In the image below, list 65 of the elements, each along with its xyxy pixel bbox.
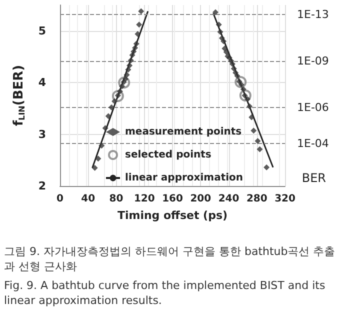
point: [246, 103, 253, 110]
point: [126, 62, 133, 69]
point: [92, 164, 98, 171]
x-tick-label: 160: [162, 194, 183, 204]
y-tick-label: 5: [38, 24, 46, 38]
legend-label: linear approximation: [125, 172, 244, 184]
point: [264, 164, 270, 170]
point: [220, 38, 227, 44]
point: [229, 60, 236, 67]
point: [132, 44, 138, 51]
ref-line-label: 1E-06: [297, 100, 329, 114]
y-tick-label: 4: [38, 76, 46, 90]
y-tick-label: 3: [38, 128, 46, 141]
point: [130, 48, 137, 55]
point: [98, 142, 105, 149]
point: [124, 72, 130, 78]
point: [234, 76, 247, 88]
x-axis-title: Timing offset (ps): [117, 209, 228, 222]
point: [254, 138, 261, 144]
x-tick-label: 0: [56, 194, 64, 204]
point: [212, 9, 218, 16]
point: [128, 57, 134, 64]
point: [234, 72, 240, 79]
point: [136, 22, 142, 28]
point: [133, 40, 140, 47]
x-tick-label: 320: [274, 194, 296, 204]
point: [119, 83, 126, 90]
point: [95, 156, 102, 162]
point: [230, 66, 237, 72]
x-tick-label: 40: [81, 194, 96, 204]
point: [105, 113, 112, 120]
point: [134, 30, 141, 37]
point: [240, 86, 246, 92]
y-axis-title: fLIN(BER): [12, 64, 26, 126]
ref-line-label: 1E-13: [297, 8, 329, 21]
point: [223, 49, 230, 56]
point: [248, 114, 255, 120]
point: [217, 28, 224, 35]
point: [122, 76, 128, 82]
point: [118, 76, 130, 89]
ref-line-label: 1E-04: [297, 137, 329, 150]
caption: Fig. 9. A bathtub curve from the implemented BIST and its linear approximation results.: [4, 279, 329, 307]
point: [244, 96, 251, 102]
legend-label: selected points: [125, 150, 212, 160]
point: [138, 8, 144, 14]
point: [125, 66, 132, 73]
point: [256, 146, 263, 152]
y2-axis-title: BER: [302, 171, 326, 185]
point: [239, 90, 252, 102]
x-tick-label: 200: [190, 194, 212, 204]
point: [250, 128, 257, 134]
point: [102, 125, 108, 132]
ref-line-label: 1E-09: [297, 54, 329, 68]
y-tick-label: 2: [38, 180, 46, 192]
point: [116, 88, 123, 94]
legend-label: measurement points: [125, 126, 242, 138]
caption: 그림 9. 자가내장측정법의 하드웨어 구현을 통한 bathtub곡선 추출과 선형 근사화: [4, 245, 336, 273]
x-tick-label: 80: [109, 194, 124, 204]
point: [112, 98, 118, 104]
point: [216, 22, 222, 28]
x-tick-label: 280: [246, 194, 268, 204]
x-tick-label: 240: [218, 194, 240, 204]
x-tick-label: 120: [134, 194, 155, 204]
point: [112, 90, 124, 102]
point: [108, 104, 114, 110]
